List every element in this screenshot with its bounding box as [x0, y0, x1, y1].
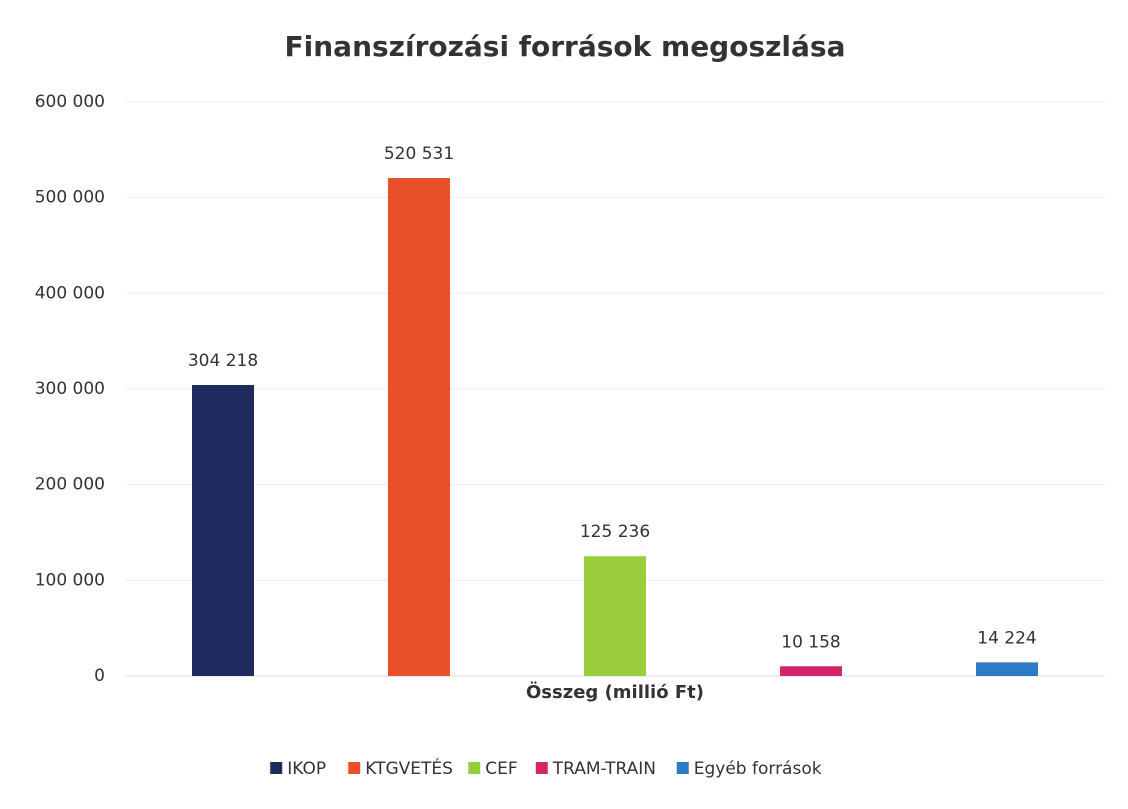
legend-swatch	[348, 762, 361, 774]
chart-title: Finanszírozási források megoszlása	[285, 30, 846, 63]
legend-swatch	[468, 762, 481, 774]
x-tick-label: Összeg (millió Ft)	[526, 681, 704, 703]
legend-label: TRAM-TRAIN	[552, 759, 656, 779]
legend-label: IKOP	[287, 759, 326, 779]
bar	[780, 666, 842, 676]
y-tick-label: 300 000	[35, 379, 105, 399]
data-label: 125 236	[580, 522, 650, 542]
y-tick-label: 100 000	[35, 570, 105, 590]
legend-label: Egyéb források	[694, 759, 822, 779]
y-tick-label: 600 000	[35, 92, 105, 112]
data-label: 10 158	[781, 632, 840, 652]
y-tick-label: 500 000	[35, 188, 105, 208]
legend-swatch	[676, 762, 689, 774]
y-tick-label: 0	[94, 666, 105, 686]
data-label: 520 531	[384, 144, 454, 164]
legend-label: KTGVETÉS	[365, 757, 453, 779]
legend-swatch	[535, 762, 548, 774]
legend-swatch	[270, 762, 283, 774]
bar	[584, 556, 646, 676]
data-label: 14 224	[977, 628, 1036, 648]
y-tick-label: 200 000	[35, 475, 105, 495]
legend-label: CEF	[485, 759, 517, 779]
y-tick-label: 400 000	[35, 283, 105, 303]
bar	[192, 384, 254, 676]
bar	[388, 178, 450, 677]
bar	[976, 662, 1038, 676]
data-label: 304 218	[188, 351, 258, 371]
